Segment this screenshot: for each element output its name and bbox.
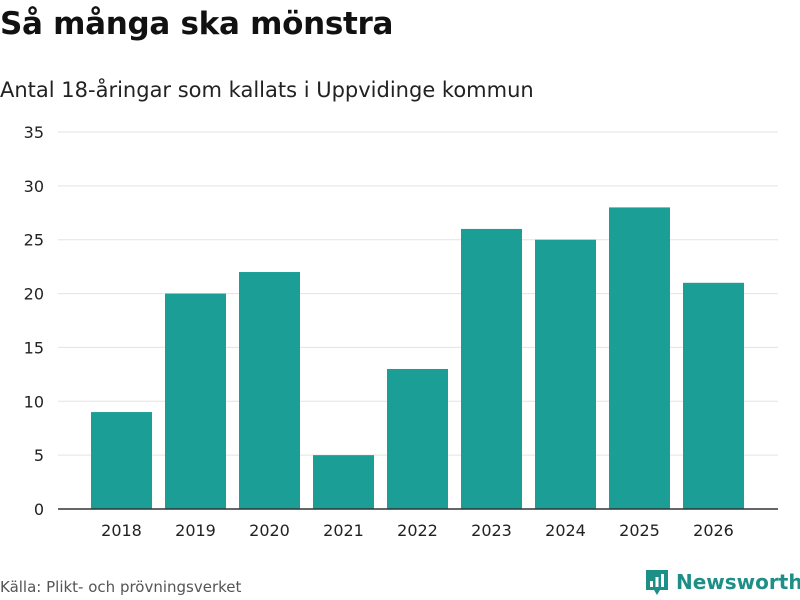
x-tick-label: 2022 <box>397 521 438 540</box>
y-tick-label: 15 <box>24 338 44 357</box>
x-tick-label: 2018 <box>101 521 142 540</box>
bar-chart-badge-icon <box>646 570 668 595</box>
bar <box>609 207 670 509</box>
y-tick-label: 35 <box>24 123 44 142</box>
x-tick-label: 2019 <box>175 521 216 540</box>
source-note: Källa: Plikt- och prövningsverket <box>0 578 242 596</box>
x-tick-label: 2023 <box>471 521 512 540</box>
y-tick-label: 0 <box>34 500 44 519</box>
bar <box>387 368 448 509</box>
bar <box>239 272 300 509</box>
y-tick-label: 25 <box>24 231 44 250</box>
x-tick-label: 2020 <box>249 521 290 540</box>
bar <box>461 228 522 509</box>
y-tick-label: 5 <box>34 446 44 465</box>
x-tick-label: 2021 <box>323 521 364 540</box>
x-tick-label: 2024 <box>545 521 586 540</box>
brand-logo[interactable]: Newsworthy <box>644 568 800 596</box>
x-tick-label: 2026 <box>693 521 734 540</box>
brand-name: Newsworthy <box>676 570 800 594</box>
x-tick-label: 2025 <box>619 521 660 540</box>
bar <box>683 282 744 509</box>
chart-title: Så många ska mönstra <box>0 6 394 42</box>
bar <box>535 239 596 509</box>
bar <box>91 412 152 509</box>
bar <box>313 455 374 509</box>
y-tick-label: 10 <box>24 392 44 411</box>
y-tick-label: 30 <box>24 177 44 196</box>
chart-subtitle: Antal 18-åringar som kallats i Uppviding… <box>0 78 534 102</box>
y-tick-label: 20 <box>24 285 44 304</box>
bar <box>165 293 226 509</box>
